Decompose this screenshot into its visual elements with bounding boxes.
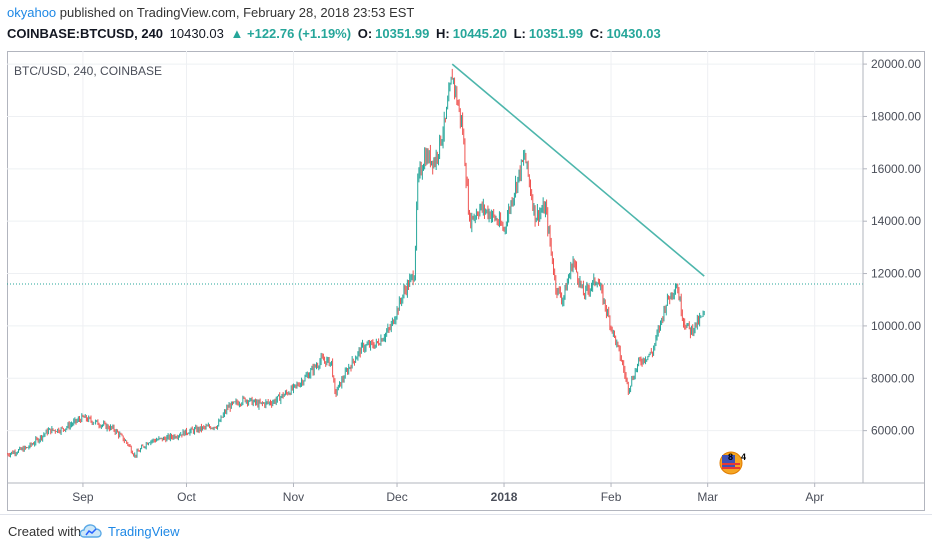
time-tick-label: Feb bbox=[601, 490, 622, 504]
event-badge-icon[interactable]: 8 4 bbox=[719, 451, 746, 475]
low-label: L: bbox=[513, 26, 526, 41]
candles bbox=[7, 68, 705, 458]
tradingview-brand[interactable]: TradingView bbox=[108, 524, 180, 539]
time-tick-label: Mar bbox=[697, 490, 718, 504]
high-value: 10445.20 bbox=[452, 26, 507, 41]
chart-border bbox=[7, 51, 925, 511]
price-tick-label: 6000.00 bbox=[871, 424, 915, 438]
low-value: 10351.99 bbox=[528, 26, 584, 41]
published-text: published on TradingView.com, February 2… bbox=[59, 5, 415, 20]
time-tick-label: Sep bbox=[72, 490, 94, 504]
time-tick-label: Nov bbox=[283, 490, 304, 504]
time-tick-label: Dec bbox=[386, 490, 407, 504]
high-label: H: bbox=[436, 26, 450, 41]
time-axis[interactable]: Sep Oct Nov Dec 2018 Feb Mar Apr bbox=[72, 483, 824, 504]
trendline[interactable] bbox=[451, 63, 705, 277]
open-value: 10351.99 bbox=[375, 26, 430, 41]
price-axis[interactable]: 6000.00 8000.00 10000.00 12000.00 14000.00 16… bbox=[863, 57, 921, 438]
footer: Created with TradingView bbox=[0, 514, 932, 550]
price-chart[interactable]: 6000.00 8000.00 10000.00 12000.00 14000.00 16… bbox=[7, 51, 925, 511]
grid bbox=[7, 51, 863, 483]
price-tick-label: 14000.00 bbox=[871, 214, 921, 228]
price-tick-label: 20000.00 bbox=[871, 57, 921, 71]
publish-info: okyahoo published on TradingView.com, Fe… bbox=[7, 5, 414, 20]
chart-title: BTC/USD, 240, COINBASE bbox=[14, 64, 162, 78]
ohlc-legend: COINBASE:BTCUSD, 240 10430.03 ▲ +122.76 … bbox=[7, 26, 664, 41]
svg-text:4: 4 bbox=[741, 452, 746, 462]
tradingview-cloud-icon[interactable] bbox=[78, 521, 104, 541]
close-label: C: bbox=[589, 26, 604, 41]
price-tick-label: 8000.00 bbox=[871, 371, 915, 385]
price-tick-label: 18000.00 bbox=[871, 109, 921, 123]
time-tick-label: Apr bbox=[805, 490, 824, 504]
price-tick-label: 16000.00 bbox=[871, 162, 921, 176]
time-tick-label: 2018 bbox=[491, 490, 518, 504]
author-link[interactable]: okyahoo bbox=[7, 5, 57, 20]
price-tick-label: 12000.00 bbox=[871, 267, 921, 281]
symbol-label: COINBASE:BTCUSD, 240 bbox=[7, 26, 164, 41]
close-value: 10430.03 bbox=[606, 26, 661, 41]
open-label: O: bbox=[357, 26, 373, 41]
price-tick-label: 10000.00 bbox=[871, 319, 921, 333]
price-change: ▲ +122.76 (+1.19%) bbox=[230, 26, 352, 41]
svg-text:8: 8 bbox=[728, 452, 733, 462]
created-with-text: Created with bbox=[8, 524, 81, 539]
time-tick-label: Oct bbox=[177, 490, 196, 504]
last-price: 10430.03 bbox=[169, 26, 224, 41]
